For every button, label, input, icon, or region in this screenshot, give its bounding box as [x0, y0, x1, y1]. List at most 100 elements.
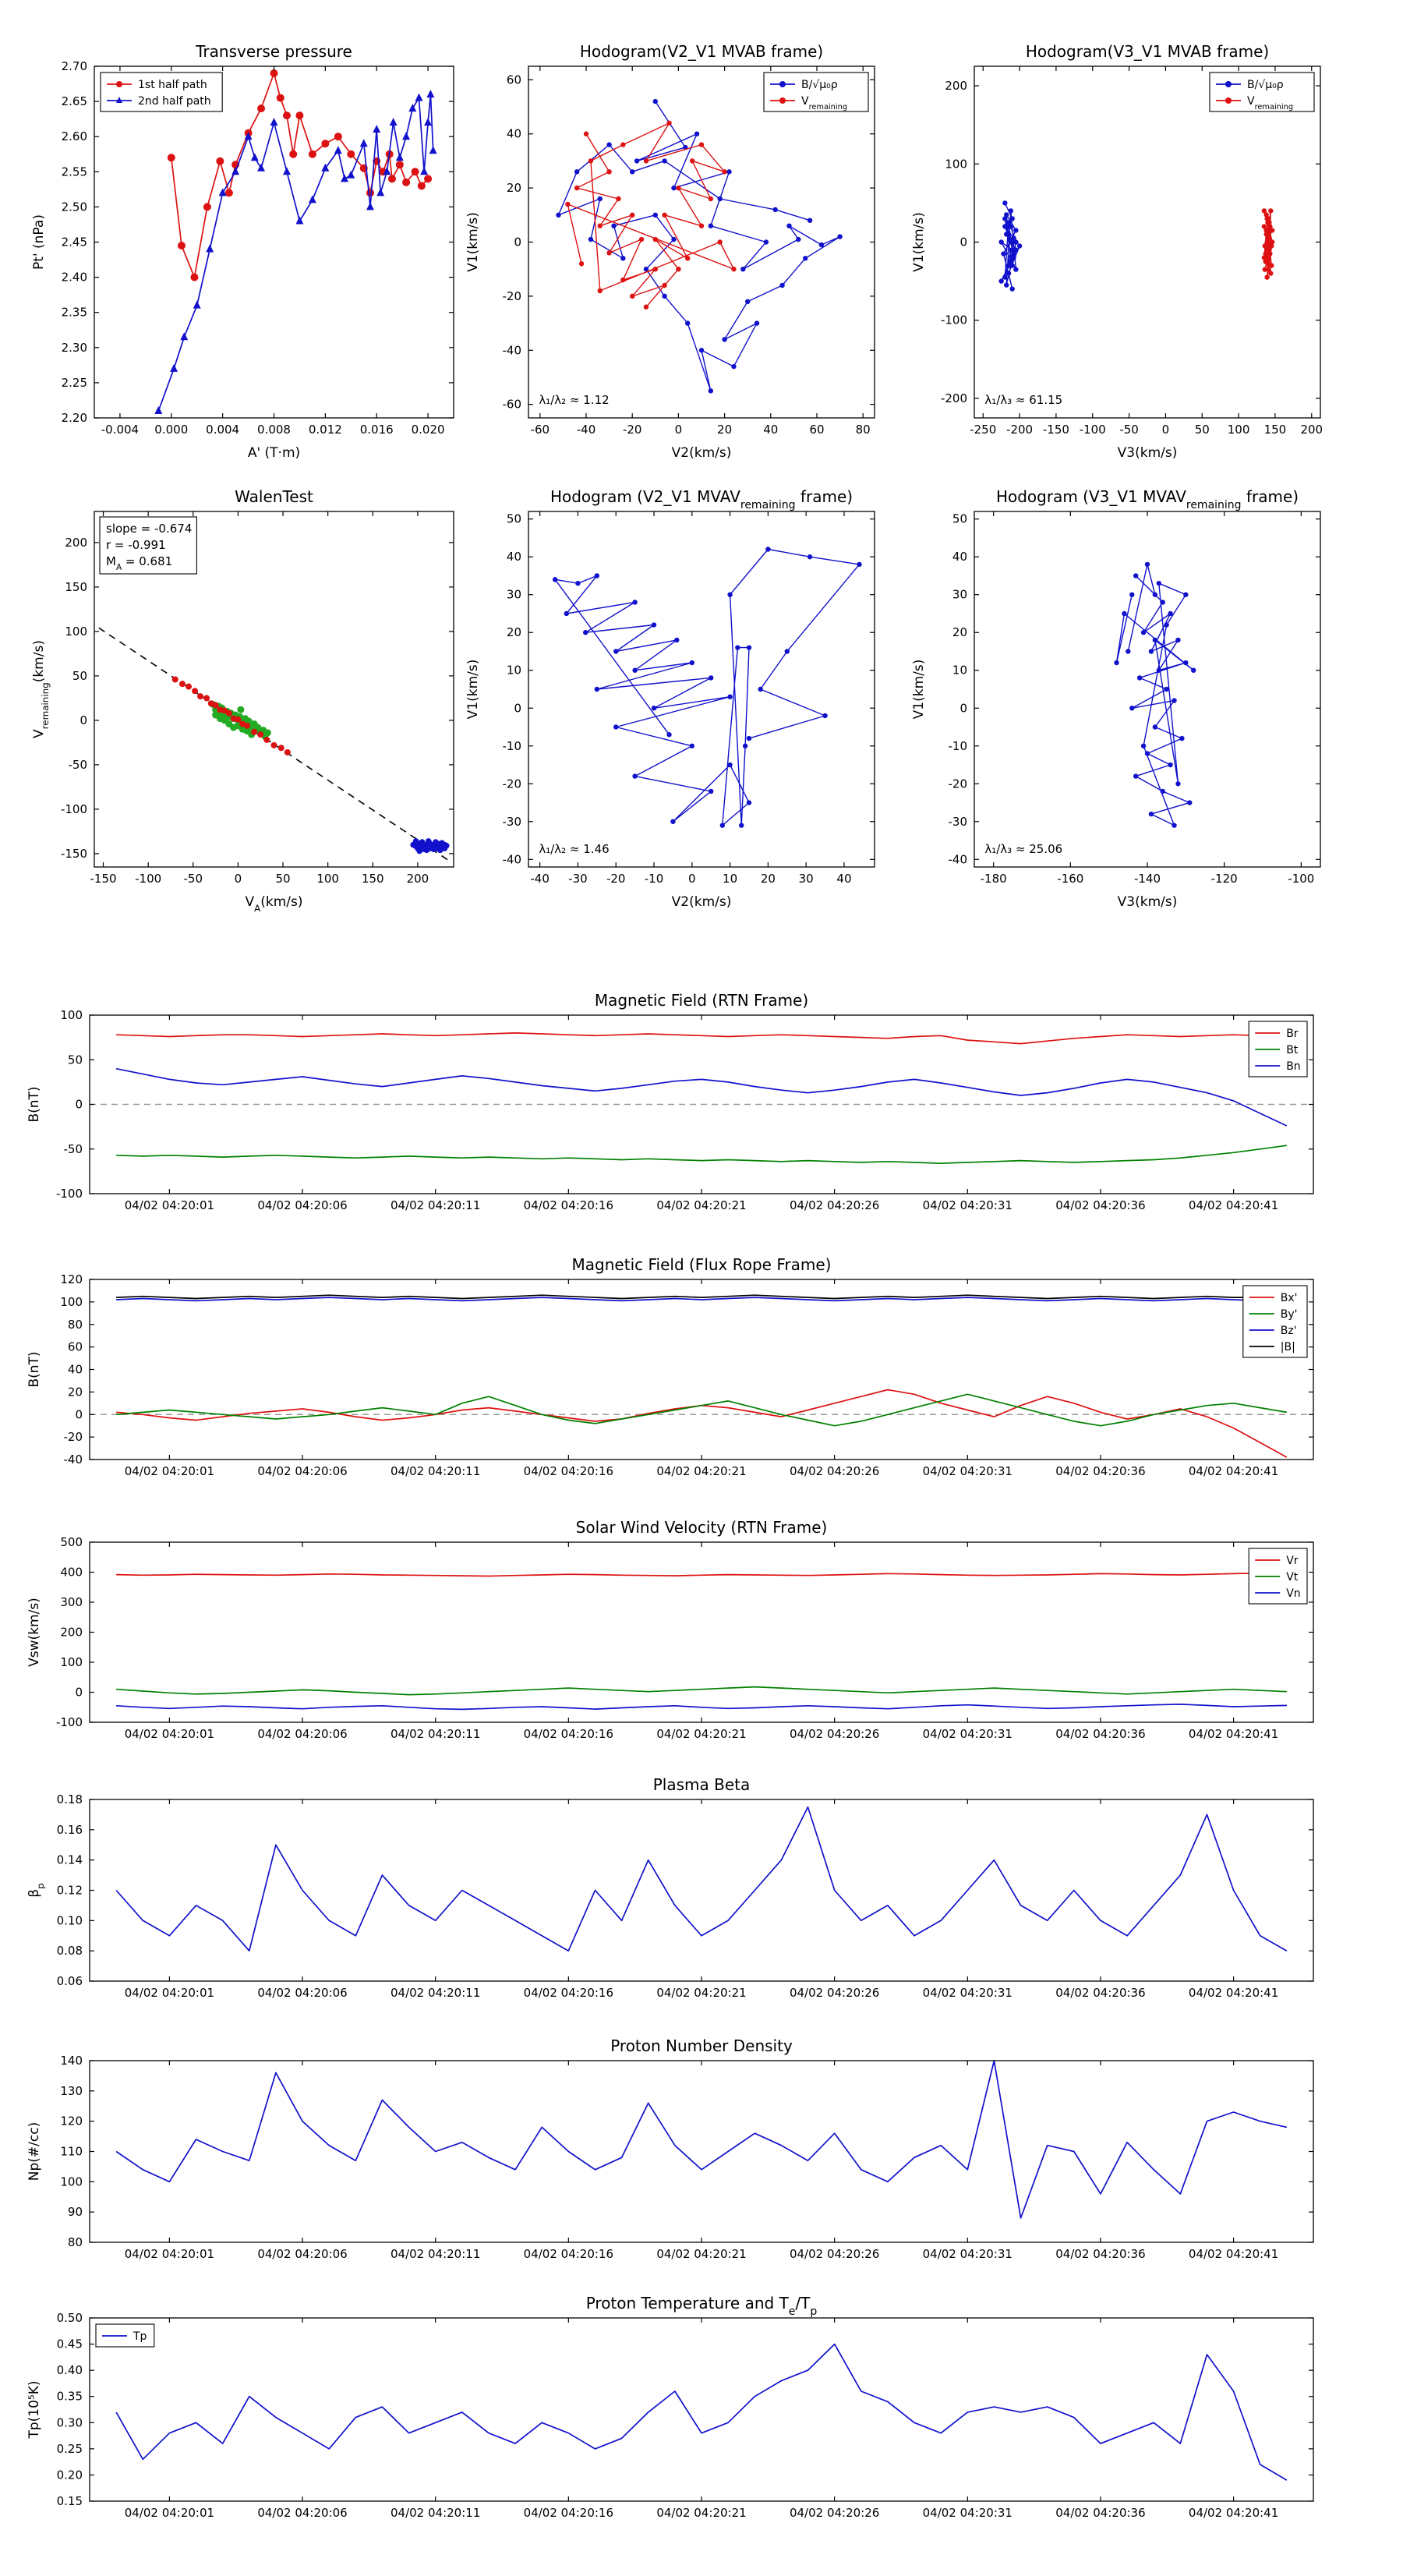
stats-line: r = -0.991	[106, 538, 166, 552]
y-tick-label: 200	[60, 1626, 83, 1640]
legend-label: 1st half path	[138, 79, 207, 91]
series-line	[116, 1704, 1287, 1711]
plot-area-hodogram-v3v1-mvab	[998, 200, 1275, 292]
y-tick-label: 20	[68, 1385, 83, 1399]
stats-line: MA = 0.681	[106, 554, 172, 572]
y-tick-label: 120	[60, 2114, 83, 2128]
x-tick-label: 50	[1195, 423, 1210, 437]
y-tick-label: -100	[941, 313, 967, 327]
y-tick-label: 0.50	[57, 2311, 83, 2325]
x-tick-label: 80	[856, 423, 871, 437]
y-axis-label: Pt' (nPa)	[31, 214, 47, 270]
x-tick-label: 04/02 04:20:31	[923, 2247, 1012, 2261]
x-axis-label: V3(km/s)	[1118, 894, 1178, 910]
axes-frame	[528, 511, 875, 868]
x-tick-label: -140	[1134, 872, 1161, 886]
x-tick-label: 04/02 04:20:26	[790, 1198, 879, 1212]
panel-hodogram-v3v1-mvav: -180 -160 -140 -120 -100-40-30-20-1001020304…	[911, 487, 1321, 910]
y-tick-label: -30	[503, 815, 522, 829]
x-tick-label: 0.000	[154, 423, 188, 437]
y-tick-label: 2.65	[62, 94, 87, 108]
panel-title: Hodogram(V2_V1 MVAB frame)	[580, 42, 823, 61]
y-tick-label: 20	[507, 181, 521, 195]
y-tick-label: 0	[959, 701, 967, 715]
series-line	[98, 627, 453, 863]
y-tick-label: -50	[69, 758, 88, 772]
plot-area-hodogram-v2v1-mvav	[552, 547, 862, 828]
series-line	[567, 122, 735, 308]
plot-area-proton-number-density	[115, 2060, 1288, 2219]
y-tick-label: 0	[75, 1407, 83, 1421]
y-axis-label: βp	[27, 1883, 46, 1897]
legend-label: Bt	[1286, 1044, 1299, 1056]
y-tick-label: -100	[56, 1187, 83, 1201]
y-tick-label: 2.20	[62, 411, 87, 425]
x-tick-label: 0.020	[412, 423, 445, 437]
y-tick-label: 2.60	[62, 129, 87, 143]
x-tick-label: -100	[135, 872, 161, 886]
x-tick-label: 04/02 04:20:16	[524, 1986, 613, 2000]
x-tick-label: 04/02 04:20:16	[524, 1727, 613, 1741]
x-tick-label: 04/02 04:20:41	[1189, 1464, 1278, 1478]
x-tick-label: 04/02 04:20:06	[257, 1198, 347, 1212]
annotation: λ₁/λ₂ ≈ 1.46	[539, 842, 609, 856]
x-tick-label: 04/02 04:20:11	[391, 1464, 480, 1478]
y-tick-label: 50	[68, 1053, 83, 1067]
x-tick-label: 04/02 04:20:41	[1189, 2506, 1278, 2520]
x-tick-label: -50	[1119, 423, 1139, 437]
x-tick-label: 04/02 04:20:11	[391, 1986, 480, 2000]
legend-label: 2nd half path	[138, 95, 211, 108]
plot-area-hodogram-v3v1-mvav	[1114, 561, 1196, 828]
x-tick-label: -10	[645, 872, 664, 886]
y-tick-label: 20	[952, 625, 967, 639]
y-tick-label: 2.35	[62, 306, 87, 320]
series-line	[554, 548, 861, 826]
panel-proton-temperature: 04/02 04:20:01 04/02 04:20:06 04/02 04:20:…	[27, 2294, 1314, 2520]
y-tick-label: -40	[64, 1453, 83, 1467]
x-tick-label: 04/02 04:20:16	[524, 1464, 613, 1478]
y-tick-label: 50	[952, 512, 967, 526]
legend-label: Vt	[1286, 1571, 1299, 1583]
y-tick-label: 0.14	[57, 1853, 83, 1867]
panel-title: WalenTest	[235, 487, 313, 506]
x-tick-label: 04/02 04:20:26	[790, 2247, 879, 2261]
y-axis-label: V1(km/s)	[465, 212, 481, 272]
x-tick-label: 04/02 04:20:41	[1189, 1986, 1278, 2000]
x-tick-label: -120	[1211, 872, 1238, 886]
x-tick-label: -160	[1057, 872, 1083, 886]
y-tick-label: 2.25	[62, 376, 87, 390]
x-tick-label: 150	[362, 872, 384, 886]
panel-title: Magnetic Field (RTN Frame)	[595, 991, 808, 1010]
legend-box	[100, 72, 223, 112]
series-line	[115, 2060, 1288, 2219]
series-line	[115, 1067, 1288, 1127]
y-tick-label: 50	[72, 669, 87, 683]
y-tick-label: 100	[60, 1655, 83, 1669]
x-tick-label: 04/02 04:20:01	[125, 1464, 214, 1478]
panel-plasma-beta: 04/02 04:20:01 04/02 04:20:06 04/02 04:20:…	[27, 1775, 1314, 2000]
y-tick-label: 2.50	[62, 200, 87, 214]
y-tick-label: -30	[949, 815, 968, 829]
panel-walen-test: -150 -100 -50 0 50 100 150 200 -150 -100 -50 0 50 100…	[31, 487, 454, 914]
y-tick-label: 0	[514, 235, 521, 249]
y-tick-label: 40	[952, 550, 967, 564]
series-line	[116, 1294, 1287, 1300]
x-tick-label: 04/02 04:20:16	[524, 1198, 613, 1212]
y-tick-label: 2.45	[62, 235, 87, 249]
x-tick-label: 04/02 04:20:31	[923, 1464, 1012, 1478]
x-tick-label: 04/02 04:20:26	[790, 1464, 879, 1478]
y-tick-label: -40	[503, 852, 522, 866]
y-tick-label: 100	[60, 1008, 83, 1022]
x-tick-label: 40	[763, 423, 778, 437]
x-tick-label: 04/02 04:20:26	[790, 1986, 879, 2000]
y-tick-label: 300	[60, 1595, 83, 1609]
legend-label: By'	[1281, 1308, 1298, 1321]
annotation: λ₁/λ₂ ≈ 1.12	[539, 393, 609, 407]
series-line	[1115, 564, 1194, 826]
plot-area-transverse-pressure	[154, 69, 437, 414]
y-axis-label: V1(km/s)	[911, 212, 927, 272]
y-tick-label: 20	[507, 625, 521, 639]
series-line	[116, 1145, 1288, 1164]
series-line	[115, 2343, 1288, 2481]
